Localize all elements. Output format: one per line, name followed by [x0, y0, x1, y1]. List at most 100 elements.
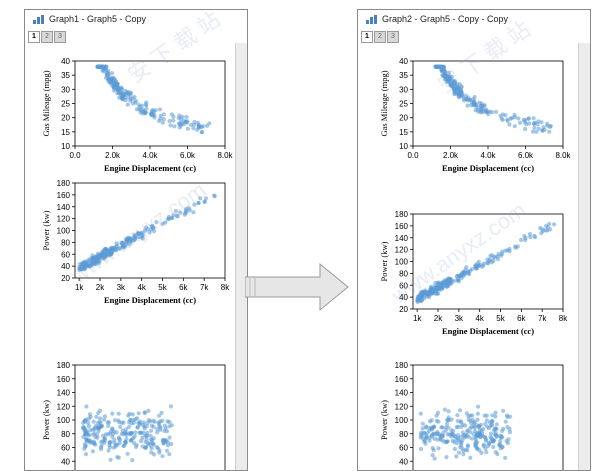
page-tab-3[interactable]: 3: [54, 31, 66, 43]
data-point: [108, 457, 113, 462]
data-point: [165, 443, 170, 448]
data-point: [427, 438, 432, 443]
data-point: [108, 78, 113, 83]
data-point: [445, 439, 450, 444]
data-point: [106, 68, 111, 73]
data-point: [121, 420, 126, 425]
data-point: [175, 214, 180, 219]
data-point: [140, 444, 145, 449]
data-point: [163, 220, 168, 225]
data-point: [512, 115, 517, 120]
y-tick-label: 180: [395, 210, 409, 219]
data-point: [169, 442, 174, 447]
data-point: [87, 440, 92, 445]
page-tab-1[interactable]: 1: [361, 31, 373, 43]
data-point: [145, 430, 150, 435]
x-tick-label: 2.0k: [443, 151, 459, 160]
data-point: [475, 411, 480, 416]
x-tick-label: 3k: [117, 283, 126, 292]
vertical-scrollbar[interactable]: [578, 43, 590, 470]
page-tab-3[interactable]: 3: [387, 31, 399, 43]
data-point: [128, 236, 133, 241]
data-point: [116, 90, 121, 95]
graph-canvas[interactable]: 10 15 20 25 30 35 40 0.0 2.0k 4.0k 6.0k 8.0k Engine …: [358, 43, 590, 470]
data-point: [434, 413, 439, 418]
page-tab-2[interactable]: 2: [41, 31, 53, 43]
data-point: [474, 444, 479, 449]
data-point: [498, 113, 503, 119]
data-point: [465, 444, 470, 449]
x-tick-label: 8.0k: [217, 151, 233, 160]
data-point: [149, 428, 154, 433]
graph-window-1[interactable]: Graph1 - Graph5 - Copy 1 2 3 10 15 20 25 30 3…: [24, 9, 248, 471]
data-point: [191, 210, 196, 215]
chart-panel: 20406080100120140160180Power (kw): [379, 361, 564, 470]
data-point: [196, 200, 201, 206]
data-point: [476, 404, 481, 409]
data-point: [428, 292, 433, 297]
data-point: [96, 425, 102, 430]
data-point: [436, 446, 441, 451]
vertical-scrollbar[interactable]: [235, 43, 247, 470]
plot-frame: [412, 60, 564, 147]
data-point: [489, 423, 495, 428]
x-tick-label: 0.0: [69, 151, 81, 160]
data-point: [112, 84, 117, 90]
data-point: [460, 438, 465, 443]
data-point: [443, 425, 448, 430]
data-point: [91, 419, 96, 424]
graph-window-2[interactable]: Graph2 - Graph5 - Copy - Copy 1 2 3 10 15…: [357, 9, 591, 471]
window-title-bar[interactable]: Graph1 - Graph5 - Copy: [25, 10, 247, 28]
data-point: [543, 228, 548, 233]
data-point: [526, 116, 531, 121]
data-point: [153, 108, 158, 113]
data-point: [118, 424, 123, 429]
y-axis-label: Power (kw): [41, 210, 51, 250]
page-tab-2[interactable]: 2: [374, 31, 386, 43]
data-point: [192, 202, 197, 207]
data-point: [88, 428, 93, 433]
graph-canvas[interactable]: 10 15 20 25 30 35 40 0.0 2.0k 4.0k 6.0k 8.0k Engine …: [25, 43, 247, 470]
data-point: [538, 226, 543, 231]
data-point: [532, 233, 537, 238]
data-point: [115, 84, 120, 89]
data-point: [455, 277, 461, 282]
data-point: [84, 404, 89, 409]
data-point: [148, 433, 153, 438]
data-point: [487, 420, 492, 425]
data-point: [431, 424, 437, 429]
data-point: [462, 435, 467, 440]
x-tick-label: 7k: [200, 283, 209, 292]
chart-panel: 20406080100120140160180Power (kw): [41, 361, 226, 470]
y-tick-label: 30: [399, 85, 408, 94]
page-tab-1[interactable]: 1: [28, 31, 40, 43]
y-tick-label: 140: [395, 389, 409, 398]
data-point: [143, 102, 148, 107]
data-point: [142, 410, 147, 415]
x-tick-label: 8k: [559, 314, 568, 323]
data-point: [495, 433, 500, 438]
copy-arrow-icon: [245, 262, 349, 312]
data-point: [129, 430, 134, 435]
data-point: [112, 418, 117, 423]
data-point: [531, 121, 537, 127]
data-point: [126, 413, 131, 418]
data-point: [501, 408, 506, 413]
data-point: [106, 448, 111, 453]
data-point: [455, 441, 460, 446]
data-point: [171, 213, 176, 218]
data-point: [123, 441, 128, 446]
y-tick-label: 20: [399, 305, 408, 314]
data-point: [422, 431, 427, 436]
data-point: [150, 223, 155, 228]
data-point: [86, 424, 92, 429]
x-tick-label: 6.0k: [518, 151, 534, 160]
data-point: [472, 94, 477, 100]
data-point: [470, 413, 475, 418]
data-point: [117, 420, 122, 425]
y-tick-label: 35: [399, 71, 408, 80]
data-point: [130, 101, 135, 106]
data-point: [455, 436, 460, 441]
window-title-bar[interactable]: Graph2 - Graph5 - Copy - Copy: [358, 10, 590, 28]
data-point: [173, 208, 178, 214]
